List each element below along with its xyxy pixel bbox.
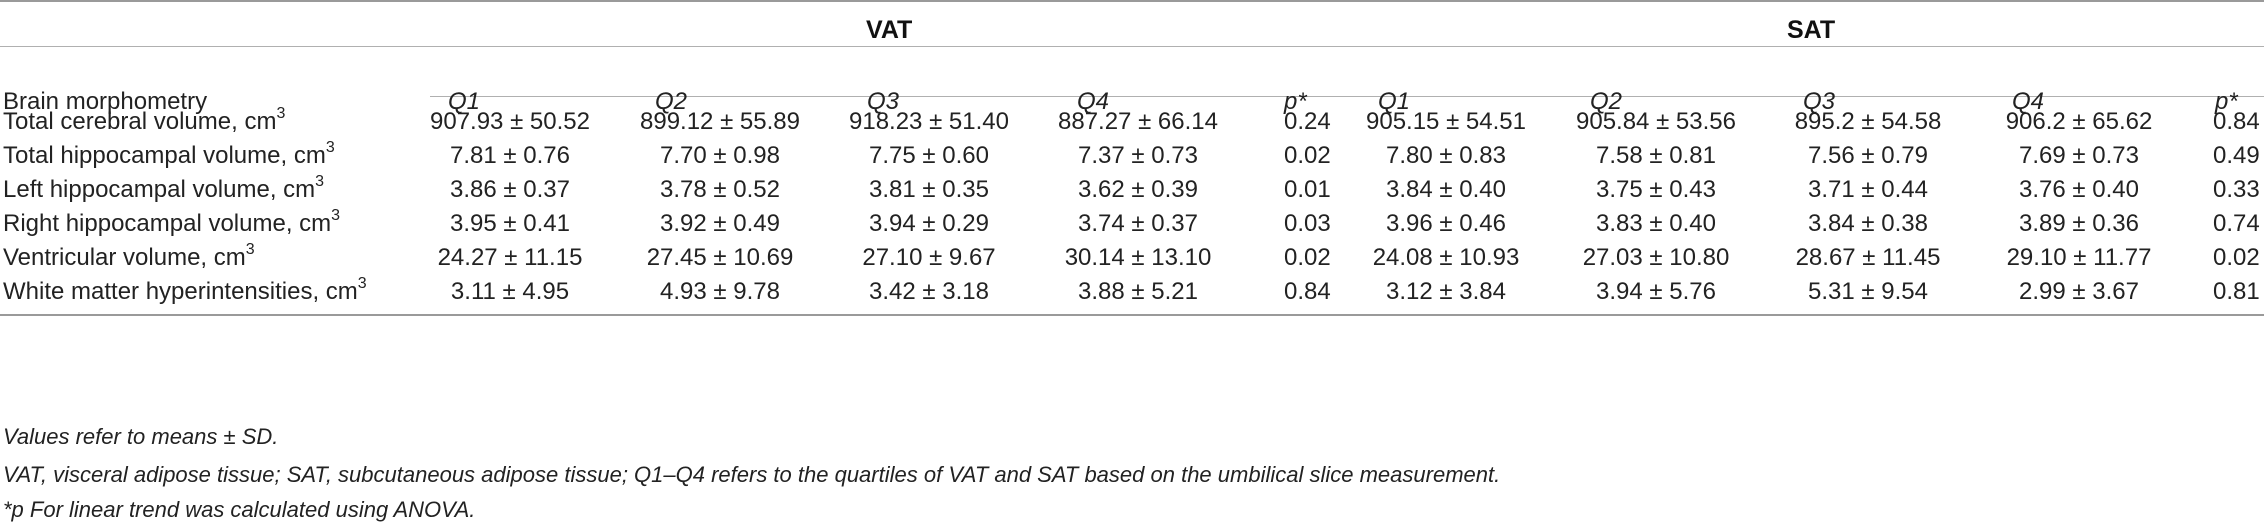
table-cell: 0.01 [1284, 176, 1331, 203]
table-cell: 5.31 ± 9.54 [1808, 278, 1928, 305]
table-cell: 0.03 [1284, 210, 1331, 237]
table-cell: 3.42 ± 3.18 [869, 278, 989, 305]
table-cell: 0.02 [1284, 142, 1331, 169]
table-cell: 3.84 ± 0.38 [1808, 210, 1928, 237]
table-cell: 918.23 ± 51.40 [849, 108, 1009, 135]
table-cell: 7.58 ± 0.81 [1596, 142, 1716, 169]
table-cell: 907.93 ± 50.52 [430, 108, 590, 135]
table-cell: 7.80 ± 0.83 [1386, 142, 1506, 169]
group-header-vat: VAT [866, 16, 913, 44]
table-cell: 4.93 ± 9.78 [660, 278, 780, 305]
table-cell: 3.94 ± 0.29 [869, 210, 989, 237]
table-cell: 887.27 ± 66.14 [1058, 108, 1218, 135]
table-cell: 3.81 ± 0.35 [869, 176, 989, 203]
table-cell: 3.71 ± 0.44 [1808, 176, 1928, 203]
col-header-sat-q2: Q2 [1590, 88, 1623, 115]
table-cell: 7.69 ± 0.73 [2019, 142, 2139, 169]
table-cell: 0.84 [1284, 278, 1331, 305]
table-cell: 3.95 ± 0.41 [450, 210, 570, 237]
table-cell: 3.88 ± 5.21 [1078, 278, 1198, 305]
table-cell: 3.96 ± 0.46 [1386, 210, 1506, 237]
col-header-sat-q4: Q4 [2012, 88, 2045, 115]
table-cell: 3.84 ± 0.40 [1386, 176, 1506, 203]
table-cell: 3.94 ± 5.76 [1596, 278, 1716, 305]
table-cell: 29.10 ± 11.77 [2006, 244, 2152, 271]
table-cell: 905.84 ± 53.56 [1576, 108, 1736, 135]
table-cell: 906.2 ± 65.62 [2005, 108, 2153, 135]
col-header-vat-p: p* [1284, 88, 1307, 115]
table-cell: 24.27 ± 11.15 [437, 244, 583, 271]
col-header-vat-q3: Q3 [867, 88, 900, 115]
unit-superscript: 3 [357, 275, 367, 292]
col-header-vat-q4: Q4 [1077, 88, 1110, 115]
footnote-values: Values refer to means ± SD. [3, 424, 279, 449]
col-header-sat-q3: Q3 [1803, 88, 1836, 115]
table-cell: 2.99 ± 3.67 [2019, 278, 2139, 305]
table-cell: 0.84 [2213, 108, 2260, 135]
table-cell: 0.74 [2213, 210, 2260, 237]
column-header-rule [430, 96, 2264, 97]
table-cell: 3.83 ± 0.40 [1596, 210, 1716, 237]
table-cell: 3.78 ± 0.52 [660, 176, 780, 203]
table-cell: 7.37 ± 0.73 [1078, 142, 1198, 169]
row-label-total-hippocampal: Total hippocampal volume, cm3 [3, 139, 335, 170]
col-header-sat-p: p* [2215, 88, 2238, 115]
table-cell: 0.24 [1284, 108, 1331, 135]
table-cell: 899.12 ± 55.89 [640, 108, 800, 135]
table-cell: 0.02 [1284, 244, 1331, 271]
row-label-header: Brain morphometry [3, 88, 208, 115]
table-cell: 3.89 ± 0.36 [2019, 210, 2139, 237]
row-label-text: White matter hyperintensities, cm [3, 278, 358, 305]
table-cell: 7.70 ± 0.98 [660, 142, 780, 169]
col-header-vat-q2: Q2 [655, 88, 688, 115]
table-cell: 3.76 ± 0.40 [2019, 176, 2139, 203]
group-header-sat: SAT [1787, 16, 1836, 44]
table-cell: 28.67 ± 11.45 [1795, 244, 1941, 271]
table-cell: 0.02 [2213, 244, 2260, 271]
row-label-right-hippocampal: Right hippocampal volume, cm3 [3, 207, 341, 238]
footnote-abbreviations: VAT, visceral adipose tissue; SAT, subcu… [3, 462, 1501, 487]
table-cell: 30.14 ± 13.10 [1064, 244, 1212, 271]
table-cell: 3.11 ± 4.95 [450, 278, 570, 305]
table-cell: 3.75 ± 0.43 [1596, 176, 1716, 203]
table-cell: 27.03 ± 10.80 [1582, 244, 1730, 271]
col-header-vat-q1: Q1 [448, 88, 481, 115]
table-cell: 24.08 ± 10.93 [1372, 244, 1520, 271]
table-cell: 3.62 ± 0.39 [1078, 176, 1198, 203]
table-cell: 0.81 [2213, 278, 2260, 305]
table-cell: 0.49 [2213, 142, 2260, 169]
group-header-rule [0, 46, 2264, 47]
table-cell: 3.86 ± 0.37 [450, 176, 570, 203]
table-cell: 3.74 ± 0.37 [1078, 210, 1198, 237]
table-cell: 0.33 [2213, 176, 2260, 203]
col-header-sat-q1: Q1 [1378, 88, 1411, 115]
row-label-white-matter: White matter hyperintensities, cm3 [3, 275, 367, 306]
table-cell: 3.92 ± 0.49 [660, 210, 780, 237]
table-cell: 7.75 ± 0.60 [869, 142, 989, 169]
table-cell: 27.45 ± 10.69 [646, 244, 794, 271]
table-bottom-rule [0, 314, 2264, 316]
footnote-p-trend: *p For linear trend was calculated using… [3, 497, 476, 522]
row-label-ventricular: Ventricular volume, cm3 [3, 241, 255, 272]
top-rule [0, 0, 2264, 2]
table-cell: 7.56 ± 0.79 [1808, 142, 1928, 169]
row-label-total-cerebral: Total cerebral volume, cm3 [3, 105, 286, 136]
table-cell: 905.15 ± 54.51 [1366, 108, 1526, 135]
table-cell: 7.81 ± 0.76 [450, 142, 570, 169]
table-cell: 895.2 ± 54.58 [1794, 108, 1942, 135]
row-label-left-hippocampal: Left hippocampal volume, cm3 [3, 173, 325, 204]
table-cell: 27.10 ± 9.67 [862, 244, 996, 271]
table-cell: 3.12 ± 3.84 [1386, 278, 1506, 305]
